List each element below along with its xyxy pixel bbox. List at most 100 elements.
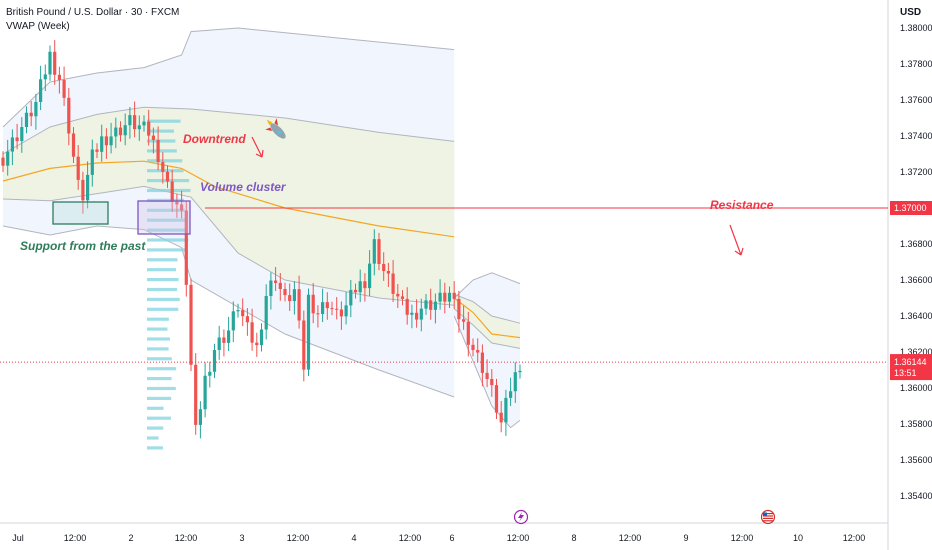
volume-cluster-label: Volume cluster (200, 180, 287, 194)
candle-body (424, 300, 428, 309)
time-tick-label: 9 (683, 533, 688, 543)
candle-body (264, 296, 268, 330)
rocket-window (277, 130, 282, 135)
candle-body (194, 364, 198, 425)
vwap-bands (2, 27, 521, 429)
candle-body (20, 127, 24, 142)
candle-body (476, 350, 480, 353)
last-price-tag-bg (890, 354, 932, 381)
candle-body (227, 330, 231, 343)
volume-bar (147, 129, 174, 133)
volume-bar (147, 406, 164, 410)
flag-stripe (763, 520, 773, 522)
time-tick-label: 10 (793, 533, 803, 543)
volume-cluster-box (137, 200, 191, 235)
time-tick-label: 4 (351, 533, 356, 543)
candle-body (151, 135, 155, 140)
candle-body (429, 300, 433, 310)
candle-body (485, 372, 489, 379)
lightning-event-icon (513, 509, 529, 525)
candle-body (231, 311, 235, 331)
volume-bar (147, 278, 179, 282)
candle-body (490, 379, 494, 386)
candle-body (208, 371, 212, 376)
downtrend-label: Downtrend (183, 132, 246, 146)
candle-body (95, 149, 99, 152)
candle-body (297, 289, 301, 321)
time-tick-label: 12:00 (731, 533, 754, 543)
volume-bar (147, 188, 191, 193)
volume-bar (147, 347, 169, 351)
candle-body (358, 281, 362, 293)
candle-body (62, 80, 66, 98)
volume-bar (147, 396, 172, 400)
inner-band-fill (3, 107, 455, 306)
candle-body (1, 157, 5, 166)
candle-body (462, 319, 466, 322)
volume-bar (147, 238, 189, 242)
candle-body (377, 239, 381, 264)
volume-bar (147, 337, 171, 341)
resistance-tag-label: 1.37000 (894, 203, 927, 213)
outer-lower-band (2, 225, 455, 398)
rocket-flame (266, 119, 273, 126)
flag-stripe (763, 515, 773, 517)
candle-body (222, 337, 226, 343)
support-box (52, 201, 109, 225)
volume-bar (147, 377, 172, 381)
candle-body (34, 101, 38, 117)
candle-body (396, 293, 400, 297)
candle-body (302, 320, 306, 370)
candle-body (24, 112, 29, 127)
volume-bar (147, 357, 172, 361)
candle-body (184, 210, 188, 285)
candle-body (443, 292, 447, 302)
volume-bar (147, 297, 180, 301)
candle-body (39, 79, 43, 102)
rocket-fins (265, 118, 278, 131)
vwap-line-week-2 (453, 297, 521, 339)
price-tick-label: 1.36000 (900, 383, 932, 393)
resistance-tag-bg (890, 201, 932, 215)
volume-bar (147, 386, 176, 391)
candle-body (10, 137, 14, 152)
candle-body (259, 329, 264, 346)
candle-body (353, 289, 358, 293)
volume-profile (147, 119, 191, 450)
price-tick-label: 1.35800 (900, 419, 932, 429)
candle-body (386, 271, 390, 274)
symbol-title[interactable]: British Pound / U.S. Dollar · 30 · FXCM (6, 7, 180, 18)
time-tick-label: 12:00 (287, 533, 310, 543)
volume-bar (147, 446, 163, 450)
candle-body (405, 298, 409, 315)
candle-body (509, 391, 513, 398)
time-tick-label: 12:00 (175, 533, 198, 543)
candle-body (325, 302, 329, 309)
indicator-label[interactable]: VWAP (Week) (6, 21, 70, 32)
candle-body (344, 305, 348, 317)
volume-bar (147, 169, 184, 173)
candle-body (330, 308, 334, 310)
candle-body (292, 289, 296, 302)
volume-bar (147, 248, 187, 252)
price-tick-label: 1.36800 (900, 239, 932, 249)
time-tick-label: 12:00 (507, 533, 530, 543)
candle-body (161, 162, 165, 172)
candle-body (447, 292, 452, 302)
candle-body (349, 289, 353, 306)
candle-body (278, 282, 282, 289)
volume-bar (147, 149, 177, 153)
candle-body (250, 322, 254, 343)
candle-body (90, 149, 94, 175)
candle-body (288, 295, 292, 302)
candle-body (104, 136, 108, 146)
last-price-label: 1.36144 (894, 357, 927, 367)
candle-body (415, 312, 419, 320)
candle-body (43, 74, 47, 80)
candle-body (466, 321, 470, 345)
time-tick-label: 3 (239, 533, 244, 543)
candle-body (29, 112, 33, 117)
volume-bar (147, 287, 178, 292)
candle-body (452, 292, 456, 299)
